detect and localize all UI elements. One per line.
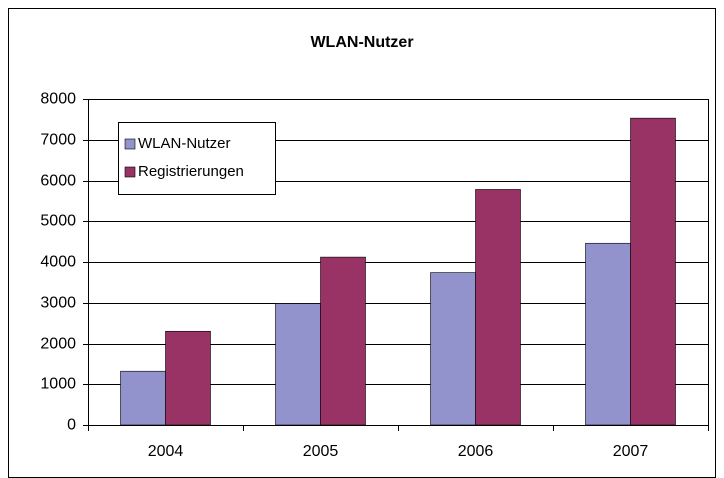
legend-box [118, 122, 276, 195]
legend-label: Registrierungen [138, 163, 244, 180]
chart-title: WLAN-Nutzer [310, 34, 413, 51]
y-tick-label: 1000 [40, 376, 76, 393]
y-tick-label: 4000 [40, 254, 76, 271]
bar [275, 303, 321, 426]
legend-swatch [124, 166, 136, 178]
bar [320, 256, 366, 426]
x-tick-label: 2004 [148, 443, 184, 460]
x-tick-label: 2007 [613, 443, 649, 460]
y-tick-label: 0 [67, 417, 76, 434]
y-tick-label: 5000 [40, 213, 76, 230]
bar [630, 117, 676, 426]
y-tick-label: 3000 [40, 295, 76, 312]
legend-swatch [124, 138, 136, 150]
legend-label: WLAN-Nutzer [138, 135, 231, 152]
bar [120, 370, 166, 426]
x-tick-label: 2005 [303, 443, 339, 460]
y-tick-label: 2000 [40, 336, 76, 353]
bar [430, 272, 476, 426]
bar [585, 242, 631, 426]
bar [165, 330, 211, 426]
bar [475, 189, 521, 426]
y-tick-label: 6000 [40, 173, 76, 190]
y-tick-label: 7000 [40, 132, 76, 149]
x-tick-label: 2006 [458, 443, 494, 460]
y-tick-label: 8000 [40, 91, 76, 108]
